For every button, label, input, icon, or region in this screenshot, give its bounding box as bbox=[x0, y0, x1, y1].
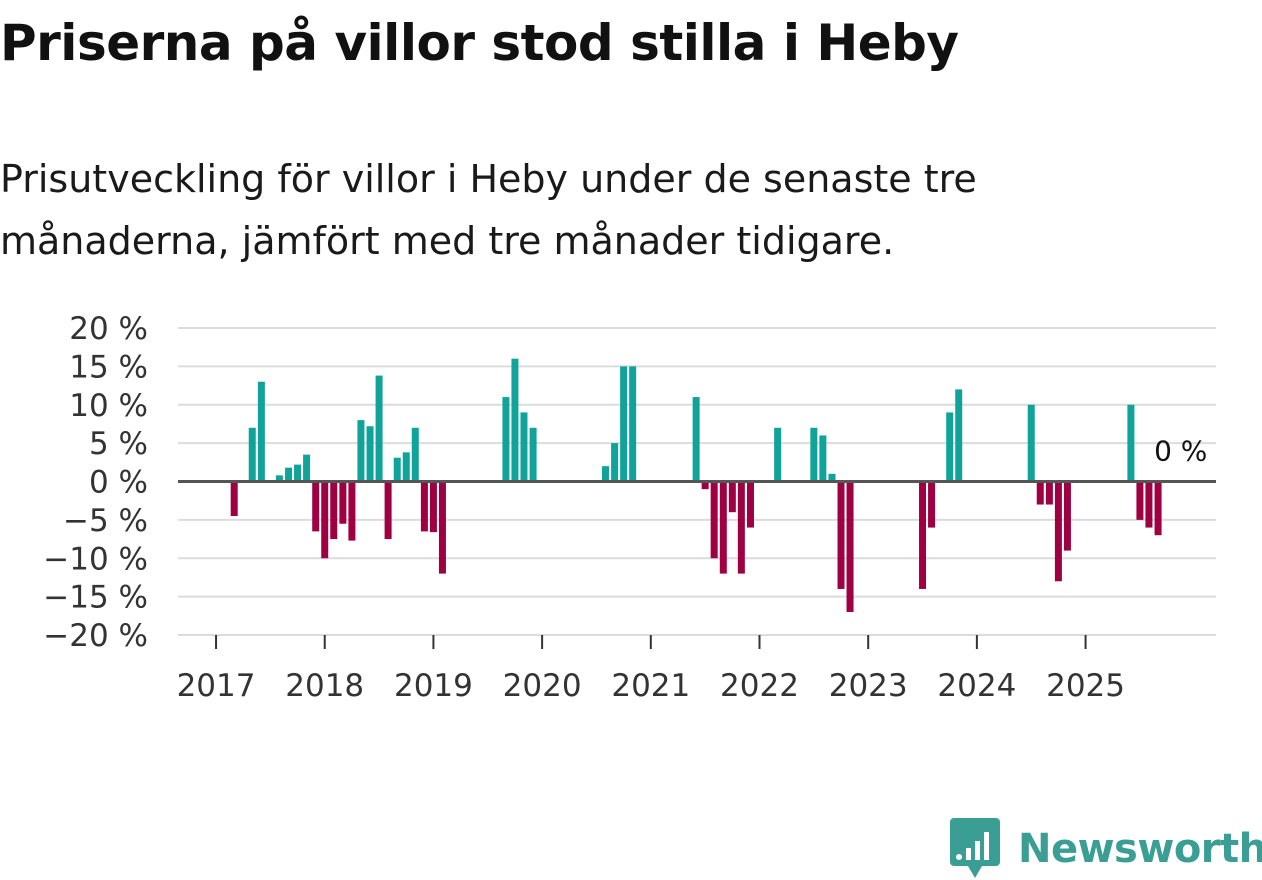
x-tick-label: 2024 bbox=[937, 668, 1016, 704]
bar bbox=[728, 481, 736, 513]
bar bbox=[810, 427, 818, 482]
bar bbox=[348, 481, 356, 541]
bar bbox=[257, 381, 265, 482]
chart-title: Priserna på villor stod stilla i Heby bbox=[0, 14, 959, 72]
bar bbox=[837, 481, 845, 589]
bar bbox=[275, 475, 283, 482]
bars bbox=[230, 358, 1162, 612]
bar bbox=[511, 358, 519, 482]
bar bbox=[1027, 404, 1035, 482]
bar bbox=[529, 427, 537, 482]
bar bbox=[828, 473, 836, 482]
bar bbox=[502, 397, 510, 482]
y-tick-label: 20 % bbox=[69, 311, 148, 347]
bar bbox=[384, 481, 392, 540]
bar bbox=[303, 454, 311, 482]
x-tick-label: 2017 bbox=[177, 668, 256, 704]
bar bbox=[719, 481, 727, 574]
bar bbox=[366, 426, 374, 482]
x-tick-label: 2022 bbox=[720, 668, 799, 704]
bar bbox=[321, 481, 329, 559]
bar bbox=[774, 427, 782, 482]
bar bbox=[1036, 481, 1044, 505]
x-tick-label: 2020 bbox=[503, 668, 582, 704]
bar bbox=[946, 412, 954, 482]
bar bbox=[846, 481, 854, 612]
bar bbox=[312, 481, 320, 532]
y-tick-label: 15 % bbox=[69, 349, 148, 385]
x-axis-ticks: 2017 2018 2019 2020 2021 2022 2023 2024 2025 bbox=[177, 635, 1125, 704]
bar bbox=[746, 481, 754, 528]
bar bbox=[1127, 404, 1135, 482]
bar bbox=[230, 481, 238, 517]
bar bbox=[611, 443, 619, 482]
bar-chart: 20 %15 %10 %5 %0 %−5 %−10 %−15 %−20 % 20… bbox=[43, 311, 1216, 704]
bar bbox=[520, 412, 528, 482]
bar bbox=[285, 467, 293, 482]
newsworthy-logo-icon bbox=[950, 818, 1000, 878]
bar bbox=[420, 481, 428, 532]
bar bbox=[629, 366, 637, 482]
bar bbox=[1045, 481, 1053, 505]
bar bbox=[1145, 481, 1153, 528]
bar bbox=[928, 481, 936, 528]
bar bbox=[248, 427, 256, 482]
bar bbox=[1063, 481, 1071, 551]
x-tick-label: 2018 bbox=[285, 668, 364, 704]
brand-logo: Newsworthy bbox=[950, 818, 1262, 880]
bar bbox=[819, 435, 827, 482]
x-tick-label: 2021 bbox=[611, 668, 690, 704]
bar bbox=[1136, 481, 1144, 520]
bar bbox=[357, 420, 365, 482]
y-tick-label: −10 % bbox=[43, 541, 148, 577]
bar bbox=[701, 481, 709, 490]
x-tick-label: 2023 bbox=[829, 668, 908, 704]
bar bbox=[601, 466, 609, 482]
y-tick-label: −20 % bbox=[43, 618, 148, 654]
bar bbox=[737, 481, 745, 574]
bar bbox=[692, 397, 700, 482]
brand-name: Newsworthy bbox=[1018, 826, 1262, 872]
bar bbox=[429, 481, 437, 533]
y-axis-ticks: 20 %15 %10 %5 %0 %−5 %−10 %−15 %−20 % bbox=[43, 311, 148, 654]
bar bbox=[375, 375, 383, 482]
bar bbox=[339, 481, 347, 524]
bar bbox=[1054, 481, 1062, 582]
y-tick-label: 5 % bbox=[89, 426, 148, 462]
bar bbox=[955, 389, 963, 482]
bar bbox=[919, 481, 927, 589]
y-tick-label: −15 % bbox=[43, 580, 148, 616]
x-tick-label: 2025 bbox=[1046, 668, 1125, 704]
bar bbox=[438, 481, 446, 574]
bar bbox=[294, 464, 302, 482]
y-tick-label: −5 % bbox=[63, 503, 148, 539]
y-tick-label: 0 % bbox=[89, 465, 148, 501]
bar bbox=[393, 457, 401, 482]
chart-subtitle: Prisutveckling för villor i Heby under d… bbox=[0, 157, 977, 263]
y-tick-label: 10 % bbox=[69, 388, 148, 424]
bar bbox=[411, 427, 419, 482]
bar bbox=[402, 452, 410, 482]
bar bbox=[620, 366, 628, 482]
bar bbox=[1154, 481, 1162, 536]
bar bbox=[330, 481, 338, 540]
last-value-label: 0 % bbox=[1154, 435, 1207, 468]
x-tick-label: 2019 bbox=[394, 668, 473, 704]
bar bbox=[710, 481, 718, 559]
